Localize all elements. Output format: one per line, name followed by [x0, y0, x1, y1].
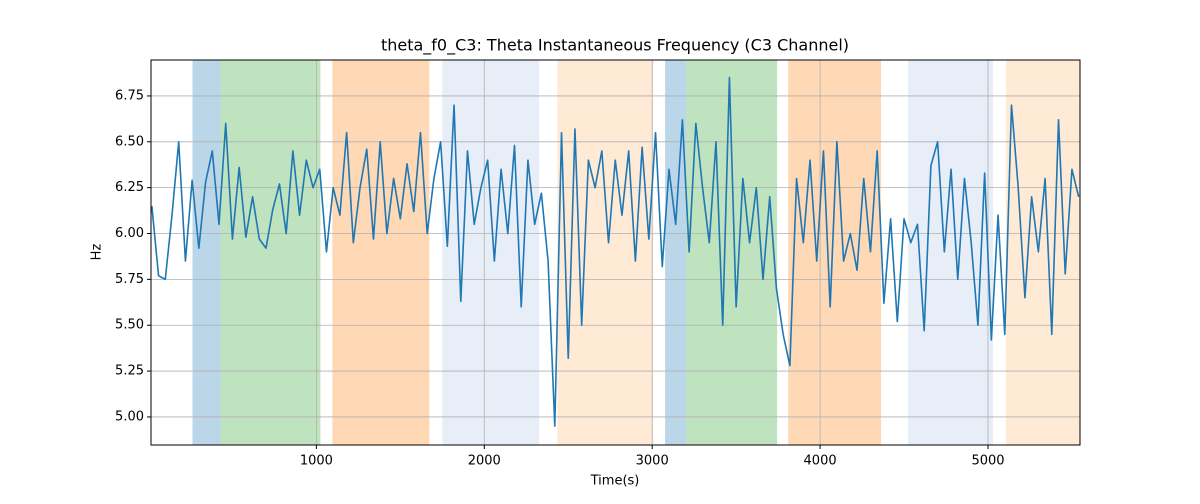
y-tick-label: 5.50 [115, 318, 144, 333]
x-tick-label: 4000 [804, 454, 837, 469]
plot-frame [150, 59, 1081, 446]
shaded-span [192, 60, 221, 445]
x-tick-label: 2000 [468, 454, 501, 469]
y-tick-label: 6.25 [115, 180, 144, 195]
y-tick-label: 5.75 [115, 272, 144, 287]
y-tick-label: 6.50 [115, 134, 144, 149]
shaded-span [1005, 60, 1080, 445]
data-line [151, 76, 1080, 427]
y-tick-label: 6.00 [115, 226, 144, 241]
shaded-span [908, 60, 994, 445]
x-axis-label: Time(s) [590, 474, 640, 489]
shaded-span [686, 60, 778, 445]
shaded-span [220, 60, 321, 445]
shaded-span [442, 60, 540, 445]
chart-title: theta_f0_C3: Theta Instantaneous Frequen… [381, 36, 849, 56]
shaded-span [557, 60, 654, 445]
x-tick-label: 3000 [636, 454, 669, 469]
y-tick-label: 5.00 [115, 409, 144, 424]
y-axis-label: Hz [90, 244, 105, 261]
x-tick-label: 5000 [971, 454, 1004, 469]
y-tick-label: 5.25 [115, 364, 144, 379]
y-tick-label: 6.75 [115, 88, 144, 103]
x-tick-label: 1000 [300, 454, 333, 469]
shaded-span [665, 60, 687, 445]
shaded-span [788, 60, 882, 445]
shaded-span [332, 60, 430, 445]
